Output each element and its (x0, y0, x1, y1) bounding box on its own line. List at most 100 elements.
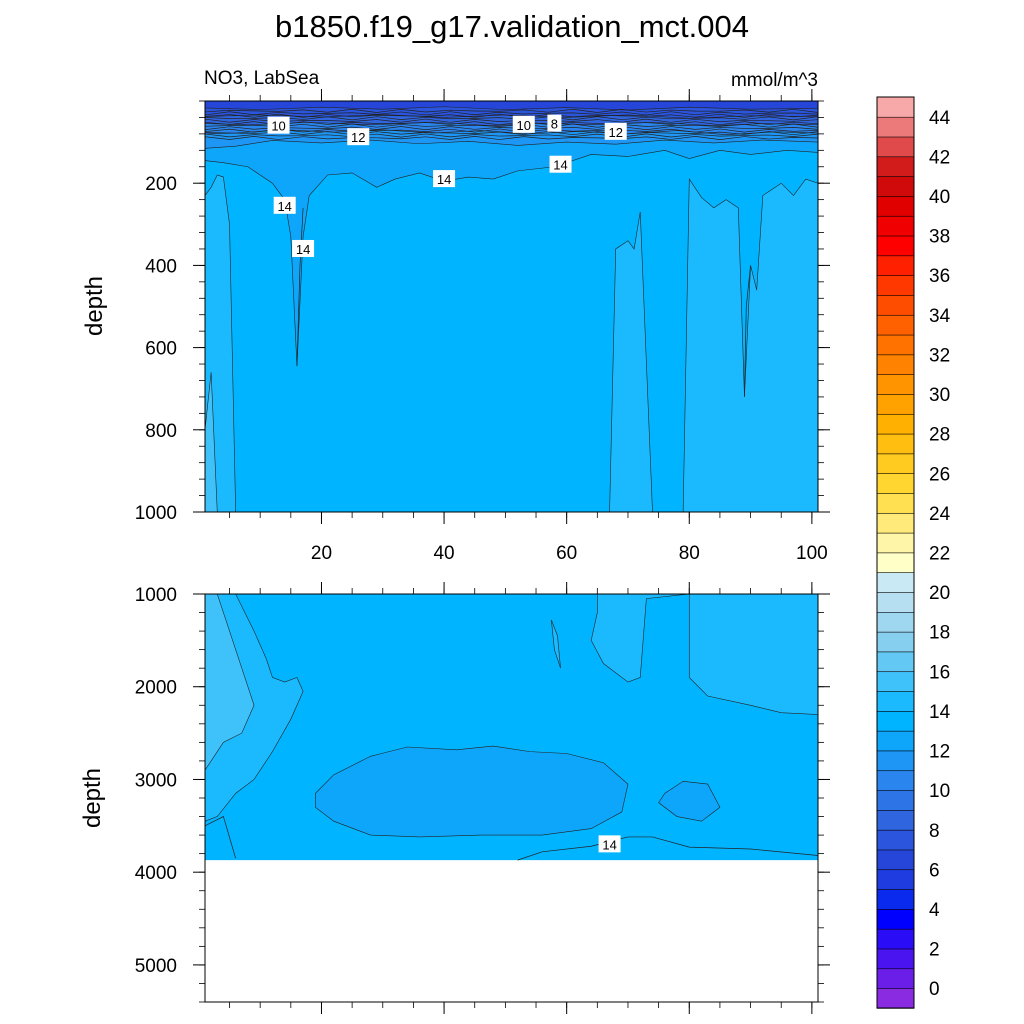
contour-label-box (604, 122, 627, 140)
colorbar-swatch (876, 928, 915, 950)
colorbar-swatch (876, 789, 915, 811)
contour-label-text: 14 (296, 242, 310, 257)
colorbar-swatch (876, 869, 915, 890)
contour-line (204, 116, 819, 121)
colorbar-frame (876, 96, 915, 1009)
colorbar-label: 18 (929, 623, 950, 644)
contour-line (204, 113, 819, 118)
colorbar-swatch (876, 968, 915, 989)
colorbar-swatch (876, 492, 915, 514)
contour-label-text: 12 (351, 130, 365, 145)
contour-line (296, 207, 304, 367)
contour-band-west-17 (204, 593, 255, 772)
contour-label: 12 (347, 128, 370, 146)
y-tick-label: 2000 (135, 678, 177, 699)
colorbar-swatch (876, 96, 915, 118)
upper-panel-ylabel: depth (81, 276, 108, 336)
colorbar-label: 16 (929, 662, 950, 683)
contour-line (204, 128, 819, 133)
contour-line (204, 121, 819, 126)
colorbar-swatch (876, 235, 915, 257)
colorbar-label: 14 (929, 702, 951, 723)
contour-label-text: 12 (608, 125, 622, 140)
contour-label: 8 (547, 114, 562, 132)
colorbar-label: 0 (929, 979, 940, 1000)
colorbar-swatch (876, 413, 915, 435)
contour-label-text: 14 (277, 199, 291, 214)
contour-line (204, 123, 819, 128)
colorbar-label: 28 (929, 425, 950, 446)
contour-label: 12 (604, 122, 627, 140)
colorbar-swatch (876, 334, 915, 356)
contour-label-text: 14 (437, 172, 451, 187)
colorbar-swatch (876, 215, 915, 237)
colorbar-swatch (876, 433, 915, 455)
y-tick-label: 600 (145, 339, 177, 360)
contour-label-text: 8 (551, 117, 558, 132)
contour-label-text: 14 (553, 158, 567, 173)
contour-band-14-blob (315, 745, 629, 838)
contour-label: 10 (267, 116, 290, 134)
contour-label-text: 10 (517, 118, 531, 133)
contour-label-text: 14 (602, 837, 616, 852)
chart-title: b1850.f19_g17.validation_mct.004 (275, 9, 749, 44)
colorbar-label: 30 (929, 385, 950, 406)
colorbar-swatch (876, 195, 915, 217)
colorbar-label: 42 (929, 147, 950, 168)
contour-line (204, 135, 819, 140)
y-tick-label: 400 (145, 256, 177, 277)
colorbar-swatch (876, 136, 915, 158)
contour-line (204, 126, 819, 131)
colorbar-label: 32 (929, 345, 950, 366)
y-tick-label: 800 (145, 421, 177, 442)
colorbar-swatch (876, 393, 915, 415)
contour-line (744, 265, 751, 397)
colorbar-swatch (876, 770, 915, 791)
contour-label: 14 (549, 155, 572, 173)
colorbar: 0246810121416182022242628303234363840424… (876, 96, 951, 1009)
colorbar-swatch (876, 948, 915, 970)
contour-label: 14 (598, 835, 621, 853)
colorbar-swatch (876, 849, 915, 871)
contour-line (204, 133, 819, 138)
x-tick-label: 40 (433, 543, 454, 564)
contour-band-14-small (658, 780, 721, 822)
contour-label-box (512, 115, 535, 133)
colorbar-label: 12 (929, 742, 950, 763)
contour-line (204, 118, 819, 123)
colorbar-label: 34 (929, 306, 951, 327)
colorbar-swatch (876, 671, 915, 692)
colorbar-swatch (876, 690, 915, 712)
contour-label-box (273, 196, 296, 214)
contour-line (204, 111, 819, 116)
colorbar-swatch (876, 453, 915, 474)
colorbar-label: 24 (929, 504, 951, 525)
colorbar-label: 20 (929, 583, 950, 604)
y-tick-label: 1000 (135, 503, 177, 524)
colorbar-label: 36 (929, 266, 950, 287)
colorbar-swatch (876, 512, 915, 534)
contour-label-box (598, 835, 621, 853)
contour-line (517, 836, 819, 861)
x-tick-label: 100 (796, 543, 828, 564)
colorbar-swatch (876, 472, 915, 494)
contour-label-box (292, 239, 315, 257)
colorbar-swatch (876, 294, 915, 316)
contour-label: 14 (292, 239, 315, 257)
contour-label: 14 (273, 196, 296, 214)
y-tick-label: 3000 (135, 770, 177, 791)
contour-band-east-2 (682, 178, 819, 513)
contour-label-box (347, 128, 370, 146)
colorbar-label: 10 (929, 781, 950, 802)
colorbar-label: 40 (929, 187, 950, 208)
contour-line (204, 108, 819, 113)
colorbar-label: 2 (929, 940, 940, 961)
contour-band-east-2 (551, 619, 561, 669)
colorbar-swatch (876, 255, 915, 276)
colorbar-swatch (876, 156, 915, 177)
contour-label: 10 (512, 115, 535, 133)
colorbar-swatch (876, 274, 915, 296)
contour-line (204, 131, 819, 136)
colorbar-label: 38 (929, 227, 950, 248)
